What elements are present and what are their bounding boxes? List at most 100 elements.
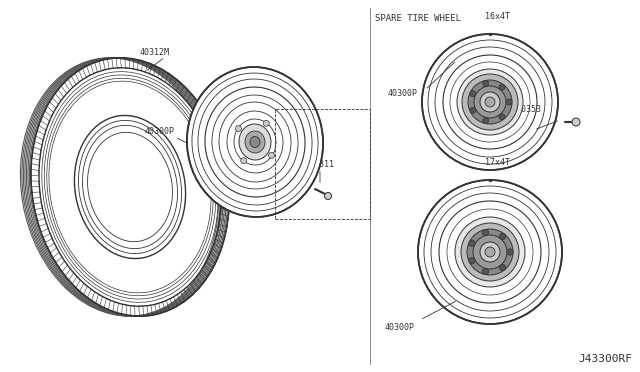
Polygon shape xyxy=(211,248,220,259)
Polygon shape xyxy=(79,283,88,295)
Circle shape xyxy=(468,80,512,124)
Polygon shape xyxy=(134,59,138,70)
Polygon shape xyxy=(221,198,229,205)
Polygon shape xyxy=(31,169,39,176)
Polygon shape xyxy=(214,239,223,248)
Circle shape xyxy=(470,108,476,113)
Polygon shape xyxy=(95,294,102,306)
Text: 40300P: 40300P xyxy=(388,89,418,98)
Text: 17x4T: 17x4T xyxy=(486,158,511,167)
Polygon shape xyxy=(99,60,105,71)
Polygon shape xyxy=(88,289,95,301)
Circle shape xyxy=(506,99,512,105)
Circle shape xyxy=(457,69,523,135)
Circle shape xyxy=(473,235,507,269)
Polygon shape xyxy=(33,147,41,155)
Text: J43300RF: J43300RF xyxy=(578,354,632,364)
Bar xyxy=(275,109,370,219)
Circle shape xyxy=(499,84,505,90)
Text: SPARE TIRE WHEEL: SPARE TIRE WHEEL xyxy=(375,14,461,23)
Circle shape xyxy=(485,97,495,107)
Polygon shape xyxy=(155,303,161,314)
Polygon shape xyxy=(204,121,212,131)
Polygon shape xyxy=(198,111,207,122)
Polygon shape xyxy=(47,243,57,253)
Polygon shape xyxy=(122,304,127,315)
Polygon shape xyxy=(116,58,121,68)
Polygon shape xyxy=(219,219,228,227)
Polygon shape xyxy=(202,266,211,276)
Circle shape xyxy=(499,114,505,120)
Circle shape xyxy=(470,91,476,97)
Polygon shape xyxy=(43,234,52,243)
Circle shape xyxy=(483,118,489,124)
Circle shape xyxy=(461,223,519,281)
Polygon shape xyxy=(190,280,199,292)
Circle shape xyxy=(418,180,562,324)
Polygon shape xyxy=(45,106,54,117)
Polygon shape xyxy=(180,86,188,97)
Polygon shape xyxy=(186,94,195,105)
Polygon shape xyxy=(72,276,81,288)
Polygon shape xyxy=(170,297,177,308)
Polygon shape xyxy=(165,73,173,85)
Polygon shape xyxy=(39,224,48,232)
Text: 16x4T: 16x4T xyxy=(486,12,511,21)
Circle shape xyxy=(499,233,506,240)
Polygon shape xyxy=(31,158,40,165)
Circle shape xyxy=(469,240,476,246)
Circle shape xyxy=(485,247,495,257)
Polygon shape xyxy=(59,261,67,272)
Polygon shape xyxy=(36,213,45,221)
Polygon shape xyxy=(196,273,205,285)
Circle shape xyxy=(467,229,513,275)
Polygon shape xyxy=(37,125,46,135)
Circle shape xyxy=(499,264,506,271)
Polygon shape xyxy=(220,209,228,216)
Text: 40311: 40311 xyxy=(310,160,335,169)
Text: 40300P: 40300P xyxy=(385,323,415,332)
Polygon shape xyxy=(33,203,42,210)
Polygon shape xyxy=(83,66,90,77)
Polygon shape xyxy=(90,62,97,74)
Polygon shape xyxy=(217,229,226,238)
Polygon shape xyxy=(218,164,227,171)
Polygon shape xyxy=(32,192,40,198)
Circle shape xyxy=(422,34,558,170)
Polygon shape xyxy=(208,131,217,141)
Circle shape xyxy=(462,74,518,130)
Text: 40300P: 40300P xyxy=(145,127,175,136)
Ellipse shape xyxy=(250,137,260,147)
Polygon shape xyxy=(49,97,58,108)
Circle shape xyxy=(263,120,269,126)
Text: 40353: 40353 xyxy=(517,105,542,114)
Polygon shape xyxy=(108,58,113,69)
Polygon shape xyxy=(35,136,44,145)
Polygon shape xyxy=(40,116,49,125)
Circle shape xyxy=(483,229,489,236)
Polygon shape xyxy=(147,305,152,316)
Circle shape xyxy=(474,86,506,118)
Polygon shape xyxy=(206,257,215,268)
Circle shape xyxy=(469,257,476,264)
Polygon shape xyxy=(125,58,129,68)
Polygon shape xyxy=(215,153,224,161)
Text: 40312M: 40312M xyxy=(140,48,170,57)
Polygon shape xyxy=(220,176,228,182)
Circle shape xyxy=(241,158,247,164)
Circle shape xyxy=(483,80,489,86)
Polygon shape xyxy=(177,292,185,304)
Circle shape xyxy=(483,268,489,275)
Circle shape xyxy=(507,249,513,255)
Polygon shape xyxy=(131,306,135,316)
Polygon shape xyxy=(221,187,229,193)
Polygon shape xyxy=(113,302,118,313)
Polygon shape xyxy=(55,90,64,100)
Polygon shape xyxy=(31,181,40,187)
Polygon shape xyxy=(139,306,144,316)
Polygon shape xyxy=(65,269,74,280)
Circle shape xyxy=(455,217,525,287)
Polygon shape xyxy=(212,142,221,151)
Polygon shape xyxy=(163,301,170,312)
Circle shape xyxy=(480,242,500,262)
